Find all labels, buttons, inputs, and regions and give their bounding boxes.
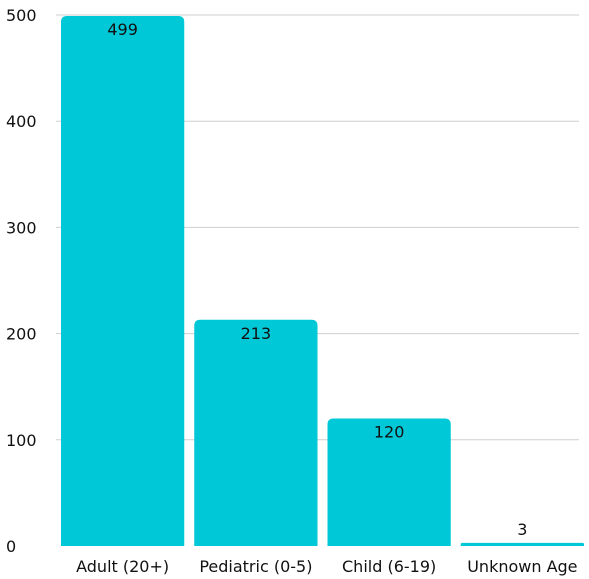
- bar-1: [194, 319, 318, 546]
- data-labels: 499 213 120 3: [107, 20, 527, 539]
- x-category-label: Adult (20+): [76, 557, 169, 576]
- bars: [61, 16, 584, 546]
- bar-2: [327, 418, 451, 546]
- bar-3: [460, 542, 584, 546]
- y-axis-tick-labels: 0 100 200 300 400 500: [6, 6, 37, 556]
- x-category-label: Unknown Age: [467, 557, 577, 576]
- y-tick-label: 0: [6, 537, 16, 556]
- y-tick-label: 500: [6, 6, 37, 25]
- y-tick-label: 400: [6, 112, 37, 131]
- data-label: 213: [241, 324, 272, 343]
- y-tick-label: 100: [6, 431, 37, 450]
- data-label: 499: [107, 20, 138, 39]
- data-label: 120: [374, 423, 405, 442]
- x-category-label: Pediatric (0-5): [199, 557, 312, 576]
- data-label: 3: [517, 520, 527, 539]
- x-category-label: Child (6-19): [342, 557, 436, 576]
- y-tick-label: 200: [6, 325, 37, 344]
- y-tick-label: 300: [6, 218, 37, 237]
- bar-0: [61, 16, 185, 546]
- x-axis-category-labels: Adult (20+) Pediatric (0-5) Child (6-19) Un…: [76, 557, 577, 576]
